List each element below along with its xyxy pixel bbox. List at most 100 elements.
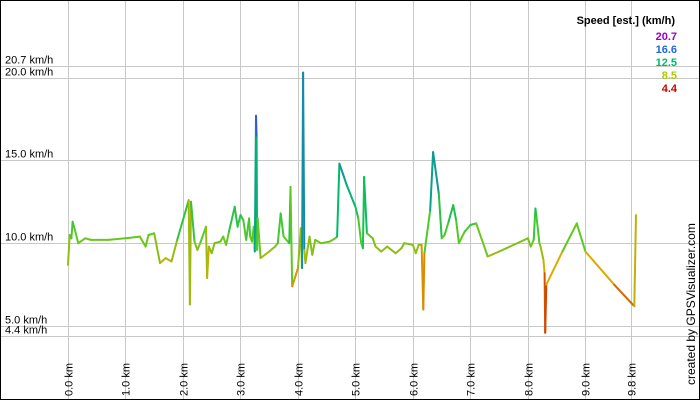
x-tick-label: 7.0 km — [466, 363, 478, 396]
y-tick-label: 20.0 km/h — [5, 67, 53, 79]
speed-segment — [268, 245, 276, 253]
speed-segment — [236, 214, 242, 228]
x-tick-label: 9.8 km — [627, 363, 639, 396]
y-tick-label: 10.0 km/h — [5, 232, 53, 244]
speed-series — [67, 71, 637, 334]
speed-segment — [455, 219, 460, 245]
legend-entry: 4.4 — [662, 83, 678, 95]
speed-segment — [228, 205, 236, 233]
speed-segment — [432, 151, 440, 195]
speed-segment — [613, 283, 636, 308]
speed-segment — [188, 200, 192, 306]
x-tick-label: 5.0 km — [351, 363, 363, 396]
y-tick-label: 20.7 km/h — [5, 55, 53, 67]
x-tick-label: 6.0 km — [409, 363, 421, 396]
speed-segment — [304, 235, 311, 265]
y-tick-label: 4.4 km/h — [5, 325, 47, 337]
y-tick-label: 5.0 km/h — [5, 315, 47, 327]
speed-segment — [67, 234, 71, 266]
speed-segment — [575, 222, 587, 253]
speed-segment — [159, 257, 167, 265]
speed-segment — [210, 242, 216, 255]
speed-segment — [498, 237, 529, 253]
y-axis-labels: 20.7 km/h20.0 km/h 15.0 km/h 10.0 km/h 5.0 … — [5, 55, 53, 337]
speed-segment — [394, 247, 403, 255]
legend-entry: 20.7 — [656, 31, 677, 43]
speed-segment — [452, 204, 458, 221]
speed-segment — [584, 250, 616, 286]
speed-segment — [276, 212, 282, 245]
speed-segment — [457, 230, 466, 245]
y-tick-label: 15.0 km/h — [5, 149, 53, 161]
speed-segment — [336, 162, 341, 238]
speed-segment — [371, 237, 377, 248]
speed-segment — [289, 185, 294, 288]
speed-segment — [447, 204, 455, 223]
speed-segment — [354, 205, 360, 220]
speed-segment — [469, 222, 478, 226]
speed-segment — [328, 237, 337, 243]
x-tick-label: 3.0 km — [236, 363, 248, 396]
x-tick-label: 1.0 km — [121, 363, 133, 396]
legend-title: Speed [est.] (km/h) — [577, 15, 676, 27]
speed-segment — [365, 232, 374, 240]
credit-text: created by GPSVisualizer.com — [684, 223, 698, 385]
speed-segment — [423, 209, 432, 255]
speed-segment — [437, 192, 443, 240]
speed-segment — [170, 238, 179, 263]
x-tick-label: 9.0 km — [581, 363, 593, 396]
speed-segment — [363, 176, 368, 235]
speed-segment — [259, 250, 271, 260]
speed-segment — [107, 237, 127, 241]
speed-segment — [429, 151, 435, 212]
speed-segment — [73, 229, 80, 245]
speed-segment — [534, 207, 538, 218]
speed-segment — [302, 71, 306, 251]
speed-segment — [633, 214, 637, 308]
speed-segment — [124, 235, 141, 240]
speed-segment — [314, 238, 322, 245]
speed-segment — [233, 205, 239, 228]
x-axis-labels: 0.0 km 1.0 km 2.0 km 3.0 km 4.0 km 5.0 km 6.0 … — [64, 363, 639, 396]
speed-segment — [320, 240, 331, 245]
speed-segment — [164, 257, 173, 263]
speed-segment — [403, 242, 414, 246]
speed-segment — [256, 217, 262, 260]
x-tick-label: 8.0 km — [524, 363, 536, 396]
x-tick-label: 2.0 km — [179, 363, 191, 396]
speed-segment — [374, 245, 383, 253]
speed-segment — [486, 250, 501, 258]
speed-segment — [138, 235, 147, 248]
speed-segment — [422, 252, 426, 311]
speed-segment — [343, 176, 348, 187]
speed-segment — [71, 220, 76, 231]
speed-segment — [345, 184, 357, 208]
speed-segment — [77, 237, 87, 245]
speed-segment — [529, 238, 535, 248]
speed-segment — [308, 235, 314, 256]
speed-segment — [291, 267, 299, 288]
speed-segment — [535, 215, 541, 245]
speed-segment — [544, 283, 548, 334]
speed-segment — [199, 225, 207, 245]
speed-segment — [463, 224, 472, 233]
speed-segment — [248, 217, 252, 238]
speed-segment — [225, 230, 230, 246]
speed-segment — [545, 250, 564, 286]
speed-segment — [190, 200, 196, 243]
speed-segment — [176, 199, 190, 241]
speed-segment — [386, 245, 397, 255]
legend-entry: 8.5 — [662, 70, 677, 82]
speed-segment — [539, 245, 545, 261]
x-tick-label: 0.0 km — [64, 363, 76, 396]
speed-segment — [542, 258, 546, 275]
speed-segment — [561, 222, 578, 253]
speed-segment — [144, 234, 150, 248]
speed-legend: Speed [est.] (km/h) 20.716.612.58.54.4 — [577, 15, 678, 95]
speed-segment — [84, 237, 92, 241]
speed-segment — [338, 162, 345, 178]
speed-segment — [443, 220, 450, 236]
